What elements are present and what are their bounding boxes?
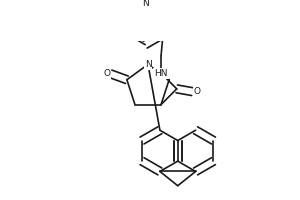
Text: N: N [142,0,148,8]
Text: HN: HN [154,69,168,78]
Text: O: O [194,87,201,96]
Text: N: N [145,60,152,69]
Text: O: O [103,69,110,78]
